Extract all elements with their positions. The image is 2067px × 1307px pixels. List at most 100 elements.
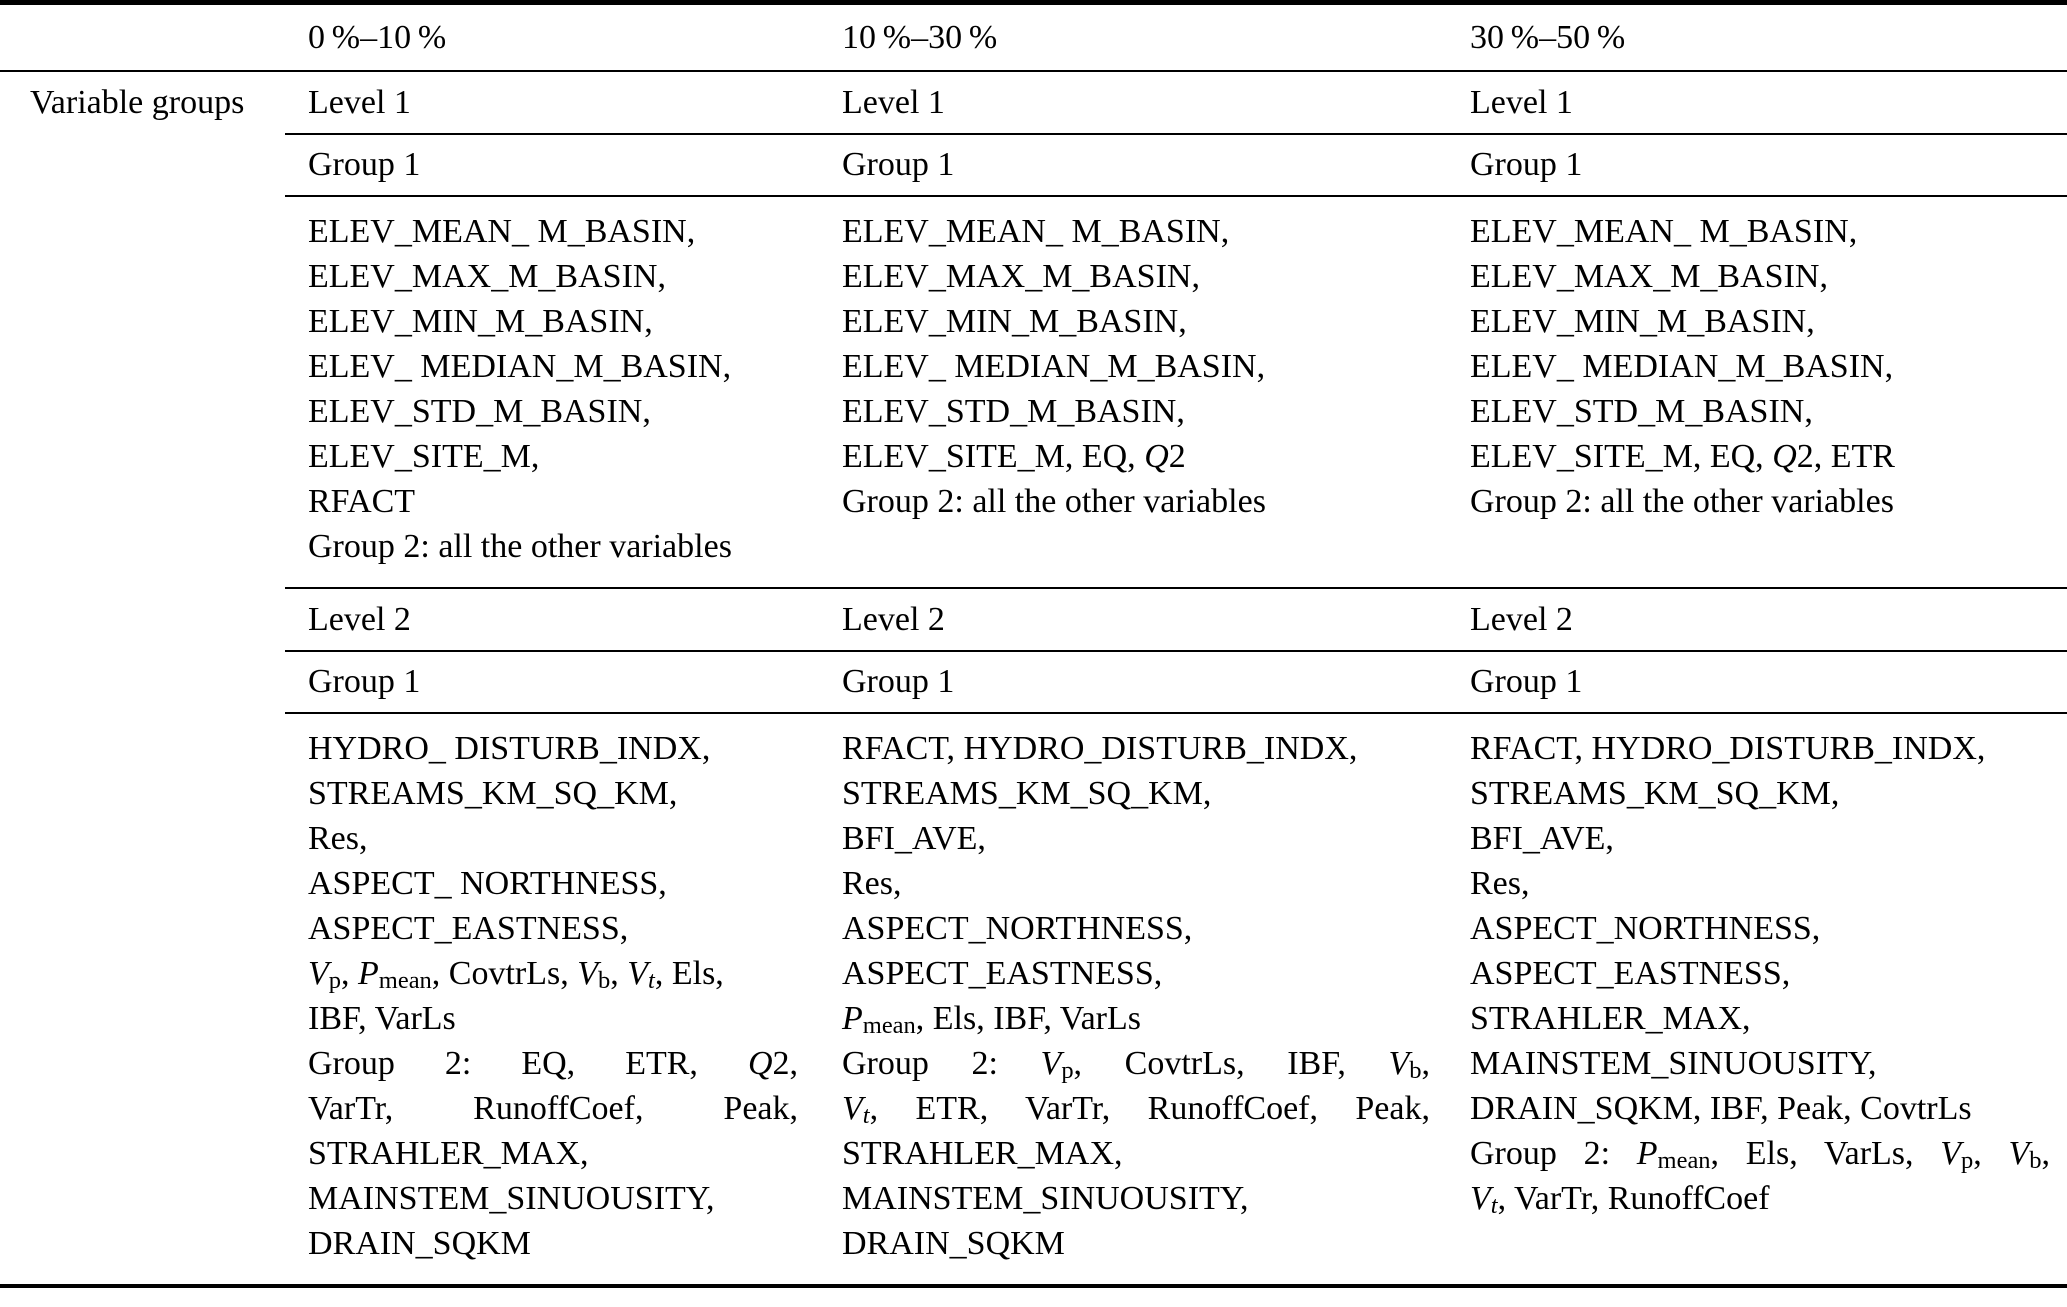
column-header-0-10: 0 %–10 % [308, 19, 447, 56]
math-variable: Q [747, 1045, 773, 1082]
variable-line: Group 2: all the other variables [308, 528, 732, 565]
variable-line: ELEV_MAX_M_BASIN, [1470, 258, 1828, 295]
column-header-30-50: 30 %–50 % [1470, 19, 1626, 56]
math-variable: V [1470, 1180, 1491, 1217]
math-variable: Q [1144, 438, 1169, 475]
variable-line: ELEV_MAX_M_BASIN, [842, 258, 1200, 295]
level1-label-row: Level 1 Level 1 Level 1 [285, 72, 2067, 135]
level1-group-label-row: Group 1 Group 1 Group 1 [285, 135, 2067, 197]
math-variable: V [1040, 1045, 1062, 1082]
variable-line: RFACT, HYDRO_DISTURB_INDX, [1470, 730, 1986, 767]
level1-label: Level 1 [842, 84, 945, 121]
variable-line: ELEV_MAX_M_BASIN, [308, 258, 666, 295]
variable-line: STRAHLER_MAX, [308, 1135, 589, 1172]
variable-line: HYDRO_ DISTURB_INDX, [308, 730, 711, 767]
variable-line: ELEV_ MEDIAN_M_BASIN, [1470, 348, 1894, 385]
variable-line: ASPECT_ NORTHNESS, [308, 865, 667, 902]
column-header-10-30: 10 %–30 % [842, 19, 998, 56]
math-variable: V [577, 955, 599, 992]
level2-label: Level 2 [308, 601, 411, 638]
variable-line: MAINSTEM_SINUOUSITY, [1470, 1045, 1877, 1082]
math-variable: p [328, 967, 342, 995]
variable-line: STRAHLER_MAX, [1470, 1000, 1751, 1037]
variable-line: ASPECT_NORTHNESS, [1470, 910, 1821, 947]
variable-line: STRAHLER_MAX, [842, 1135, 1123, 1172]
group1-label: Group 1 [842, 663, 955, 700]
variable-line: IBF, VarLs [308, 1000, 456, 1037]
data-area: Level 1 Level 1 Level 1 Group 1 Group 1 … [285, 72, 2067, 1284]
variable-line: BFI_AVE, [1470, 820, 1614, 857]
variable-line: Group 2: Pmean, Els, VarLs, Vp, Vb, [1470, 1135, 2051, 1175]
variable-line: Group 2: all the other variables [842, 483, 1266, 520]
variable-line: ELEV_STD_M_BASIN, [842, 393, 1185, 430]
math-variable: V [2008, 1135, 2030, 1172]
row-label-variable-groups: Variable groups [30, 84, 245, 121]
math-variable: V [308, 955, 329, 992]
variable-line: ASPECT_EASTNESS, [842, 955, 1163, 992]
variable-list: ELEV_MEAN_ M_BASIN, ELEV_MAX_M_BASIN, ELEV… [285, 197, 820, 587]
level2-variables-row: HYDRO_ DISTURB_INDX, STREAMS_KM_SQ_KM, Res… [285, 714, 2067, 1284]
variable-line: MAINSTEM_SINUOUSITY, [842, 1180, 1249, 1217]
math-variable: p [1961, 1147, 1974, 1175]
variable-line: RFACT, HYDRO_DISTURB_INDX, [842, 730, 1358, 767]
variable-list: HYDRO_ DISTURB_INDX, STREAMS_KM_SQ_KM, Res… [285, 714, 820, 1284]
math-variable: b [598, 967, 611, 995]
variable-list: RFACT, HYDRO_DISTURB_INDX, STREAMS_KM_SQ_… [820, 714, 1448, 1284]
variable-line: ELEV_MEAN_ M_BASIN, [308, 213, 696, 250]
table-body: Variable groups Level 1 Level 1 Level 1 … [0, 72, 2067, 1284]
math-variable: V [627, 955, 649, 992]
variable-line: ELEV_SITE_M, EQ, Q2 [842, 438, 1186, 475]
math-variable: V [1388, 1045, 1410, 1082]
variable-line: ELEV_MIN_M_BASIN, [1470, 303, 1815, 340]
group1-label: Group 1 [308, 663, 421, 700]
variable-line: Group 2: all the other variables [1470, 483, 1894, 520]
group1-label: Group 1 [842, 146, 955, 183]
variable-list: ELEV_MEAN_ M_BASIN, ELEV_MAX_M_BASIN, ELEV… [1448, 197, 2067, 587]
math-variable: p [1061, 1057, 1074, 1085]
math-variable: mean [378, 967, 432, 995]
variable-line: ASPECT_EASTNESS, [1470, 955, 1791, 992]
variable-line: ELEV_STD_M_BASIN, [1470, 393, 1813, 430]
group1-label: Group 1 [1470, 663, 1583, 700]
group1-label: Group 1 [308, 146, 421, 183]
level2-label: Level 2 [1470, 601, 1573, 638]
math-variable: mean [862, 1012, 916, 1040]
variable-line: ELEV_STD_M_BASIN, [308, 393, 651, 430]
variable-line: ASPECT_EASTNESS, [308, 910, 629, 947]
level1-label: Level 1 [1470, 84, 1573, 121]
variable-line: ELEV_MEAN_ M_BASIN, [1470, 213, 1858, 250]
variable-line: Res, [308, 820, 368, 857]
variable-line: BFI_AVE, [842, 820, 986, 857]
math-variable: mean [1657, 1147, 1711, 1175]
math-variable: P [358, 955, 379, 992]
variable-line: STREAMS_KM_SQ_KM, [842, 775, 1212, 812]
variable-line: Pmean, Els, IBF, VarLs [842, 1000, 1141, 1040]
math-variable: Q [1772, 438, 1797, 475]
table-header-row: 0 %–10 % 10 %–30 % 30 %–50 % [0, 5, 2067, 72]
level1-label: Level 1 [308, 84, 411, 121]
variable-line: DRAIN_SQKM [842, 1225, 1065, 1262]
variable-line: ASPECT_NORTHNESS, [842, 910, 1193, 947]
math-variable: P [1636, 1135, 1658, 1172]
variable-line: Res, [1470, 865, 1530, 902]
variable-line: ELEV_MIN_M_BASIN, [308, 303, 653, 340]
variable-line: ELEV_ MEDIAN_M_BASIN, [842, 348, 1266, 385]
variable-line: ELEV_MEAN_ M_BASIN, [842, 213, 1230, 250]
variable-line: ELEV_MIN_M_BASIN, [842, 303, 1187, 340]
variable-line: Group 2: Vp, CovtrLs, IBF, Vb, [842, 1045, 1430, 1085]
variable-line: DRAIN_SQKM [308, 1225, 531, 1262]
variable-line: Vt, VarTr, RunoffCoef [1470, 1180, 1770, 1220]
math-variable: P [842, 1000, 863, 1037]
variable-line: Vt, ETR, VarTr, RunoffCoef, Peak, [842, 1090, 1430, 1130]
level1-variables-row: ELEV_MEAN_ M_BASIN, ELEV_MAX_M_BASIN, ELEV… [285, 197, 2067, 589]
variable-line: Vp, Pmean, CovtrLs, Vb, Vt, Els, [308, 955, 724, 995]
math-variable: b [1409, 1057, 1422, 1085]
variable-list: RFACT, HYDRO_DISTURB_INDX, STREAMS_KM_SQ_… [1448, 714, 2067, 1284]
variable-line: STREAMS_KM_SQ_KM, [1470, 775, 1840, 812]
variable-line: ELEV_ MEDIAN_M_BASIN, [308, 348, 732, 385]
variable-line: Group 2: EQ, ETR, Q2, [308, 1045, 798, 1082]
variable-line: Res, [842, 865, 902, 902]
level2-label-row: Level 2 Level 2 Level 2 [285, 589, 2067, 652]
math-variable: t [1490, 1192, 1498, 1220]
